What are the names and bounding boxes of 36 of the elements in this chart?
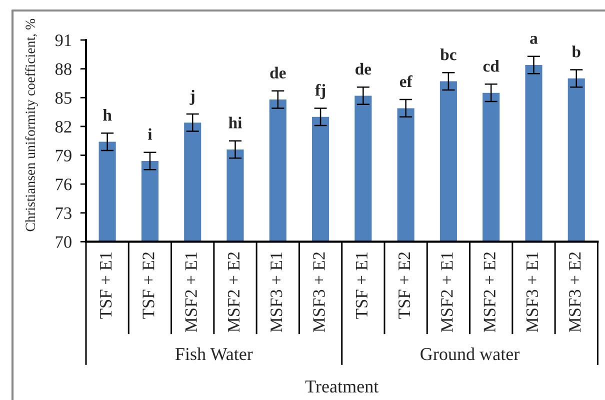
text: Ground water — [420, 347, 520, 360]
x-tick-label: TSF + E2 — [398, 252, 410, 319]
x-tick-label: MSF2 + E2 — [484, 252, 496, 332]
data-label: de — [270, 66, 286, 78]
text: Fish Water — [175, 347, 253, 360]
data-label: ef — [400, 75, 412, 88]
x-axis-title: Treatment — [305, 380, 379, 393]
y-tick-label: 85 — [55, 92, 72, 104]
y-axis-title: Christiansen uniformity coefficient, % — [25, 18, 38, 232]
x-tick-label: TSF + E2 — [142, 252, 154, 319]
y-tick-label: 82 — [55, 120, 72, 133]
data-label: cd — [483, 60, 500, 72]
x-tick-label: MSF3 + E2 — [569, 252, 581, 332]
x-tick-label: MSF2 + E2 — [228, 252, 240, 332]
y-tick-label: 91 — [55, 34, 72, 46]
y-tick-label: 70 — [56, 236, 72, 248]
data-label: a — [530, 36, 538, 44]
data-label: bc — [440, 48, 456, 60]
data-label: hi — [228, 116, 242, 128]
y-tick-label: 79 — [56, 150, 72, 162]
data-label: h — [103, 109, 112, 121]
y-tick-label: 88 — [55, 63, 72, 76]
x-tick-label: MSF3 + E2 — [313, 252, 325, 332]
x-tick-label: TSF + E1 — [356, 252, 368, 319]
data-label: b — [572, 46, 580, 58]
data-label: de — [356, 62, 372, 75]
x-tick-label: MSF3 + E1 — [270, 252, 282, 332]
data-label: fj — [315, 84, 326, 100]
x-tick-label: MSF2 + E1 — [185, 252, 197, 332]
y-tick-label: 73 — [56, 207, 72, 220]
x-tick-label: MSF3 + E1 — [526, 252, 538, 332]
data-label: i — [148, 128, 152, 140]
y-tick-label: 76 — [56, 178, 72, 190]
x-tick-label: MSF2 + E1 — [441, 252, 453, 332]
x-tick-label: TSF + E1 — [100, 252, 112, 319]
data-label: j — [190, 90, 194, 105]
